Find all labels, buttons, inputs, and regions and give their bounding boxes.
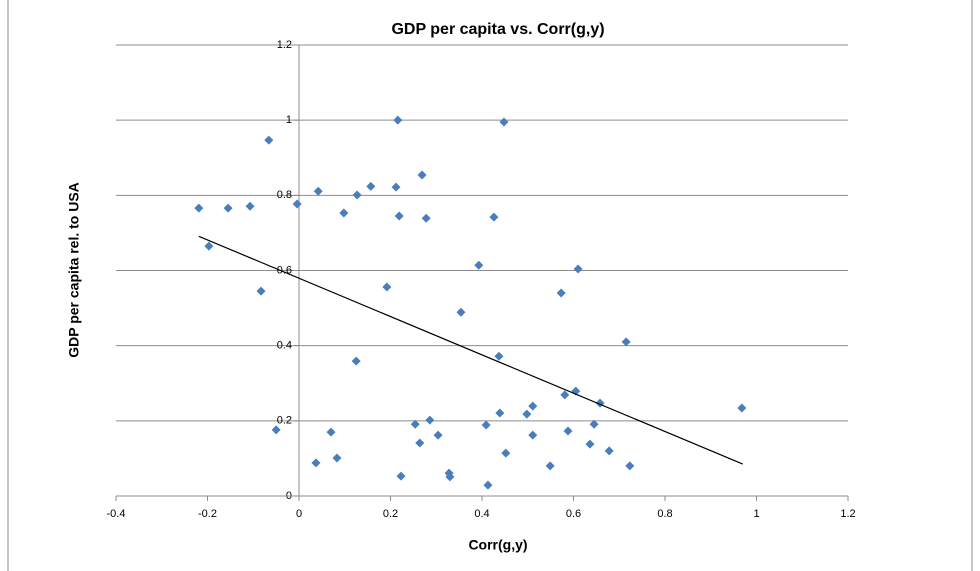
point xyxy=(417,170,427,180)
point xyxy=(396,471,406,481)
y-axis-title: GDP per capita rel. to USA xyxy=(66,182,82,358)
point xyxy=(292,199,302,209)
x-axis-title: Corr(g,y) xyxy=(468,537,527,553)
y-tick-label: 0.8 xyxy=(277,189,292,201)
x-tick-label: 0.6 xyxy=(566,508,581,520)
point xyxy=(494,351,504,361)
x-tick-label: 1.2 xyxy=(840,508,855,520)
x-tick-label: 0.4 xyxy=(474,508,489,520)
point xyxy=(556,288,566,298)
point xyxy=(425,415,435,425)
point xyxy=(585,439,595,449)
point xyxy=(433,430,443,440)
x-tick-label: -0.4 xyxy=(107,508,126,520)
point xyxy=(264,135,274,145)
point xyxy=(545,461,555,471)
point xyxy=(352,190,362,200)
point xyxy=(204,241,214,251)
point xyxy=(456,307,466,317)
point xyxy=(394,211,404,221)
point xyxy=(245,201,255,211)
x-tick-label: 0 xyxy=(296,508,302,520)
chart-frame xyxy=(7,0,973,571)
point xyxy=(271,425,281,435)
point xyxy=(474,260,484,270)
point xyxy=(194,203,204,213)
y-tick-label: 1.2 xyxy=(277,39,292,51)
trendline xyxy=(198,235,744,465)
y-tick-label: 1 xyxy=(286,114,292,126)
point xyxy=(393,115,403,125)
chart-title: GDP per capita vs. Corr(g,y) xyxy=(391,21,604,38)
point xyxy=(589,419,599,429)
point xyxy=(382,282,392,292)
point xyxy=(223,203,233,213)
point xyxy=(495,408,505,418)
point xyxy=(391,182,401,192)
point xyxy=(410,419,420,429)
point xyxy=(351,356,361,366)
point xyxy=(604,446,614,456)
point xyxy=(501,448,511,458)
point xyxy=(737,403,747,413)
point xyxy=(563,426,573,436)
x-tick-label: 1 xyxy=(753,508,759,520)
point xyxy=(481,420,491,430)
point xyxy=(339,208,349,218)
point xyxy=(499,117,509,127)
point xyxy=(528,401,538,411)
point xyxy=(489,212,499,222)
point xyxy=(311,458,321,468)
point xyxy=(421,213,431,223)
point xyxy=(445,472,455,482)
point xyxy=(313,186,323,196)
point xyxy=(332,453,342,463)
point xyxy=(621,337,631,347)
x-tick-label: 0.8 xyxy=(657,508,672,520)
point xyxy=(326,427,336,437)
y-tick-label: 0.4 xyxy=(277,340,292,352)
y-tick-label: 0.2 xyxy=(277,415,292,427)
point xyxy=(528,430,538,440)
point xyxy=(560,390,570,400)
point xyxy=(483,480,493,490)
x-tick-label: -0.2 xyxy=(198,508,217,520)
point xyxy=(256,286,266,296)
point xyxy=(522,409,532,419)
point xyxy=(415,438,425,448)
x-tick-label: 0.2 xyxy=(383,508,398,520)
point xyxy=(573,264,583,274)
point xyxy=(366,181,376,191)
point xyxy=(625,461,635,471)
